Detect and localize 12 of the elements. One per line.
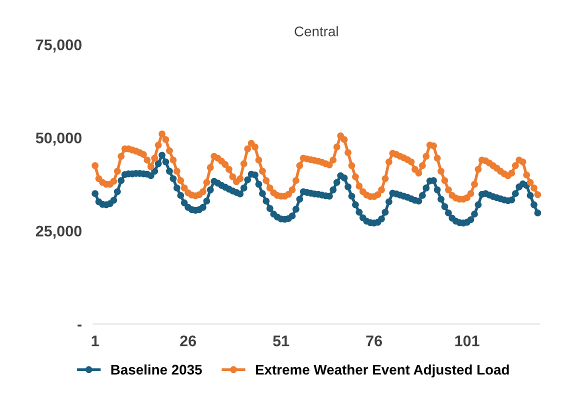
y-tick-label: 50,000 [36,132,82,146]
x-tick-label: 101 [455,336,480,346]
chart-title: Central [294,26,338,36]
y-tick-label: 75,000 [36,39,82,52]
x-tick-label: 51 [273,336,290,346]
x-tick-label: 26 [180,336,196,346]
y-tick-label: - [78,324,82,326]
legend-label: Baseline 2035 [111,364,202,375]
x-tick-label: 1 [92,336,99,346]
legend-label: Extreme Weather Event Adjusted Load [256,364,509,378]
y-tick-label: 25,000 [36,226,82,239]
x-tick-label: 76 [366,336,382,346]
